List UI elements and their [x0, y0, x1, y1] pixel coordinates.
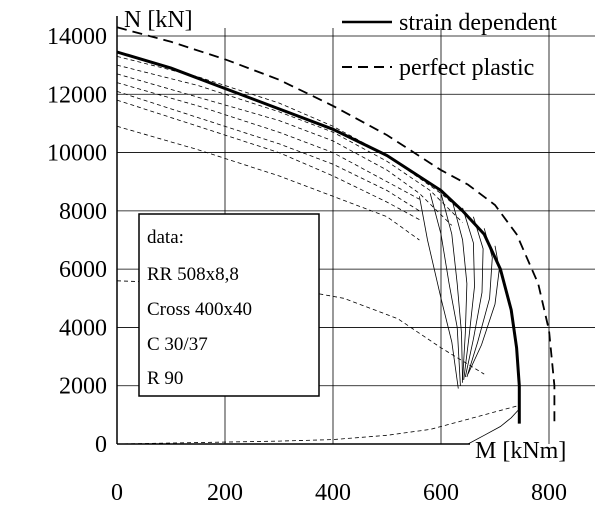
secondary-solid-curve-6 — [466, 228, 493, 378]
series-line-perfect-plastic — [116, 26, 556, 427]
y-tick-label: 10000 — [47, 141, 107, 167]
legend-label-perfect-plastic: perfect plastic — [399, 55, 534, 81]
secondary-solid-curve-2 — [440, 193, 463, 383]
x-axis-label: M [kNm] — [475, 438, 566, 464]
info-line-2: RR 508x8,8 — [147, 264, 239, 285]
secondary-solid-curve-5 — [464, 216, 484, 378]
secondary-dashed-curve-5 — [116, 99, 420, 220]
info-line-4: C 30/37 — [147, 334, 208, 355]
y-tick-label: 2000 — [59, 374, 107, 400]
secondary-solid-curve-0 — [419, 196, 459, 389]
y-tick-label: 14000 — [47, 24, 107, 50]
info-line-1: data: — [147, 227, 184, 248]
x-tick-label: 800 — [531, 480, 567, 506]
main-series — [116, 26, 556, 427]
series-line-strain-dependent — [116, 50, 521, 424]
tick-labels: 0 2000 4000 6000 8000 10000 12000 14000 0 200 400 6… — [47, 24, 567, 506]
x-tick-label: 0 — [111, 480, 123, 506]
info-line-5: R 90 — [147, 368, 183, 389]
secondary-dashed-curve-3 — [116, 82, 420, 200]
secondary-dashed-curve-1 — [116, 64, 463, 223]
y-tick-label: 4000 — [59, 315, 107, 341]
y-tick-label: 6000 — [59, 257, 107, 283]
data-info-box: data: RR 508x8,8 Cross 400x40 C 30/37 R … — [138, 213, 320, 397]
legend: strain dependent perfect plastic — [342, 10, 557, 81]
y-tick-label: 8000 — [59, 199, 107, 225]
legend-label-strain-dependent: strain dependent — [399, 10, 557, 36]
x-tick-label: 400 — [315, 480, 351, 506]
secondary-dashed-curve-4 — [116, 91, 420, 212]
y-tick-label: 0 — [95, 432, 107, 458]
secondary-solid-curve-3 — [451, 199, 468, 380]
secondary-dashed-curve-7 — [116, 405, 517, 445]
secondary-dashed-curve-2 — [116, 73, 453, 226]
x-tick-label: 600 — [423, 480, 459, 506]
secondary-solid-curve-4 — [462, 207, 475, 380]
secondary-dashed-curve-0 — [116, 56, 469, 218]
secondary-solid-curve-1 — [429, 193, 461, 386]
secondary-dashed-curve-6 — [116, 125, 420, 241]
secondary-solid-curve-8 — [467, 408, 520, 445]
secondary-solid-curve-7 — [467, 245, 500, 375]
info-line-3: Cross 400x40 — [147, 299, 252, 320]
info-box-frame — [138, 213, 320, 397]
x-tick-label: 200 — [207, 480, 243, 506]
y-axis-label: N [kN] — [124, 7, 193, 33]
y-tick-label: 12000 — [47, 82, 107, 108]
axes — [116, 16, 470, 445]
